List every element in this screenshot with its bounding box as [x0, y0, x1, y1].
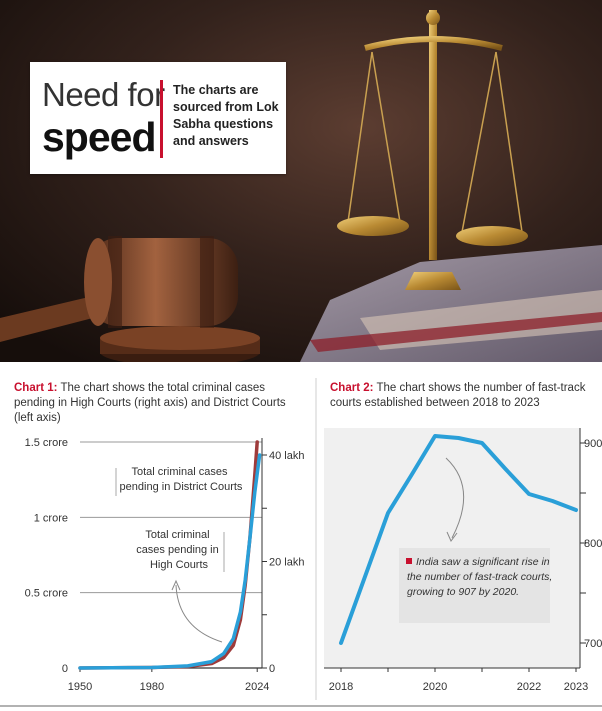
chart1-x-tick-label: 1980	[140, 681, 164, 693]
chart1-y-left-tick-label: 0.5 crore	[25, 588, 68, 600]
title-divider	[160, 80, 163, 158]
chart1-tick-labels: 0 0.5 crore 1 crore 1.5 crore 0 20 lakh 40 lak…	[25, 437, 305, 693]
source-note: The charts are sourced from Lok Sabha qu…	[173, 83, 279, 148]
chart1-y-right-tick-label: 0	[269, 663, 275, 675]
chart1-arrowhead	[171, 579, 181, 591]
chart2-x-tick-label: 2023	[564, 681, 588, 693]
chart1-caption-text: The chart shows the total criminal cases…	[14, 382, 286, 424]
chart2-series	[339, 434, 578, 645]
chart1-gridlines	[80, 441, 262, 669]
chart1: 0 0.5 crore 1 crore 1.5 crore 0 20 lakh 40 lak…	[25, 437, 305, 693]
chart1-y-right-tick-label: 20 lakh	[269, 557, 304, 569]
chart2-y-tick-label: 700	[584, 638, 602, 650]
chart1-y-right-tick-label: 40 lakh	[269, 450, 304, 462]
chart1-axes	[79, 438, 267, 672]
chart2-plot-background	[324, 428, 580, 668]
chart2-caption: Chart 2: The chart shows the number of f…	[330, 381, 595, 411]
chart2-caption-text: The chart shows the number of fast-track…	[330, 382, 586, 409]
chart1-caption: Chart 1: The chart shows the total crimi…	[14, 381, 304, 426]
chart2-y-tick-label: 900	[584, 438, 602, 450]
chart1-y-left-tick-label: 0	[62, 663, 68, 675]
chart1-x-tick-label: 1950	[68, 681, 92, 693]
chart2-series-fast-track-courts	[339, 434, 578, 645]
chart2-x-tick-label: 2022	[517, 681, 541, 693]
chart1-caption-label: Chart 1:	[14, 382, 58, 394]
chart2-axes	[324, 428, 586, 672]
chart2: 700 800 900 2018 2020 2022 2023 India saw a si…	[324, 428, 602, 693]
chart2-x-tick-label: 2020	[423, 681, 447, 693]
chart2-x-tick-label: 2018	[329, 681, 353, 693]
chart1-y-left-tick-label: 1.5 crore	[25, 437, 68, 449]
chart2-tick-labels: 700 800 900 2018 2020 2022 2023	[329, 438, 602, 693]
chart2-annotation-marker	[406, 558, 412, 564]
chart1-x-tick-label: 2024	[245, 681, 269, 693]
chart1-annotation-highcourt: Total criminal cases pending in High Cou…	[136, 529, 222, 571]
chart2-caption-label: Chart 2:	[330, 382, 374, 394]
chart1-annotation-arrow	[175, 584, 223, 643]
chart2-y-tick-label: 800	[584, 538, 602, 550]
chart1-series-high-courts	[78, 453, 262, 670]
headline-line2: speed	[42, 114, 156, 160]
hero-illustration	[0, 0, 602, 362]
chart1-annotation-district: Total criminal cases pending in District…	[120, 466, 243, 493]
chart1-series	[78, 440, 262, 670]
headline-line1: Need for	[42, 76, 165, 113]
chart2-annotation-text: India saw a significant rise in the numb…	[407, 556, 555, 598]
chart2-arrowhead	[446, 531, 458, 542]
chart2-annotation-arrow	[445, 457, 465, 539]
chart1-series-district-courts	[78, 440, 259, 670]
chart2-annotation-box	[399, 548, 550, 623]
title-box: Need for speed The charts are sourced fr…	[30, 62, 286, 174]
chart1-y-left-tick-label: 1 crore	[34, 512, 68, 524]
